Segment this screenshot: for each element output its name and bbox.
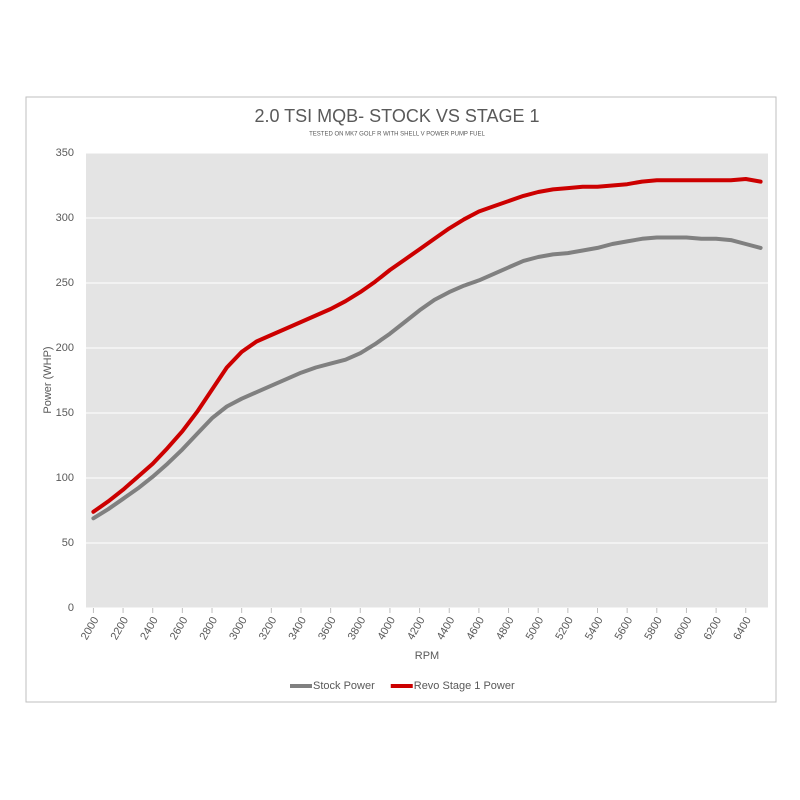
chart-title: 2.0 TSI MQB- STOCK VS STAGE 1 xyxy=(254,106,539,126)
chart-subtitle: TESTED ON MK7 GOLF R WITH SHELL V POWER … xyxy=(309,132,485,138)
y-tick-label: 100 xyxy=(56,472,74,484)
series-line xyxy=(91,177,763,514)
series-line xyxy=(91,235,763,521)
x-axis-label: RPM xyxy=(415,650,439,662)
legend-label: Revo Stage 1 Power xyxy=(414,680,515,692)
y-tick-label: 50 xyxy=(62,537,74,549)
y-tick-label: 150 xyxy=(56,407,74,419)
y-tick-label: 300 xyxy=(56,212,74,224)
y-axis-label: Power (WHP) xyxy=(42,346,54,413)
y-tick-label: 200 xyxy=(56,342,74,354)
plot-area xyxy=(86,153,768,608)
y-tick-label: 350 xyxy=(56,147,74,159)
y-tick-label: 250 xyxy=(56,277,74,289)
legend-label: Stock Power xyxy=(313,680,375,692)
y-tick-label: 0 xyxy=(68,602,74,614)
